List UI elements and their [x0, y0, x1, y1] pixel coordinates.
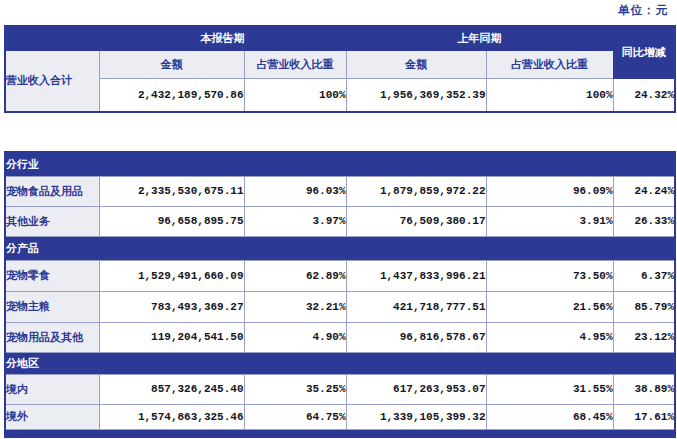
current-pct-cell: 32.21%: [244, 291, 346, 322]
table-row: 其他业务 96,658,895.75 3.97% 76,509,380.17 3…: [5, 206, 675, 236]
current-amount-cell: 857,326,245.40: [99, 374, 244, 404]
section-header-row: 分地区: [5, 352, 675, 374]
prior-amount-cell: 96,816,578.67: [346, 322, 486, 352]
current-amount-cell: 783,493,369.27: [99, 291, 244, 322]
current-pct-cell: 4.90%: [244, 322, 346, 352]
prior-amount-cell: 1,437,833,996.21: [346, 260, 486, 291]
current-pct-cell: 100%: [244, 78, 346, 112]
current-amount-cell: 2,335,530,675.11: [99, 176, 244, 206]
prior-amount-cell: 1,956,369,352.39: [346, 78, 486, 112]
table-row: 营业收入合计 金额 占营业收入比重 金额 占营业收入比重: [5, 50, 675, 78]
amount-subheader: 金额: [99, 50, 244, 78]
prior-amount-cell: 76,509,380.17: [346, 206, 486, 236]
prior-pct-cell: 96.09%: [486, 176, 613, 206]
table-row: 宠物用品及其他 119,204,541.50 4.90% 96,816,578.…: [5, 322, 675, 352]
prior-amount-cell: 617,263,953.07: [346, 374, 486, 404]
prior-amount-cell: 1,339,105,399.32: [346, 404, 486, 429]
pct-subheader: 占营业收入比重: [486, 50, 613, 78]
prior-pct-cell: 3.91%: [486, 206, 613, 236]
current-amount-cell: 1,574,863,325.46: [99, 404, 244, 429]
row-label: 境外: [5, 404, 99, 429]
table-row: 2,432,189,570.86 100% 1,956,369,352.39 1…: [5, 78, 675, 112]
yoy-cell: 24.24%: [613, 176, 675, 206]
yoy-cell: 85.79%: [613, 291, 675, 322]
current-amount-cell: 2,432,189,570.86: [99, 78, 244, 112]
document-root: { "unit_note": "单位：元", "summary": { "hea…: [0, 0, 677, 439]
prior-amount-cell: 1,879,859,972.22: [346, 176, 486, 206]
current-amount-cell: 96,658,895.75: [99, 206, 244, 236]
table-row: 境外 1,574,863,325.46 64.75% 1,339,105,399…: [5, 404, 675, 429]
row-label: 宠物主粮: [5, 291, 99, 322]
yoy-cell: 26.33%: [613, 206, 675, 236]
cutoff-section-band: [5, 429, 675, 437]
revenue-summary-table: 本报告期 上年同期 同比增减 营业收入合计 金额 占营业收入比重 金额 占营业收…: [4, 25, 676, 113]
prior-pct-cell: 21.56%: [486, 291, 613, 322]
yoy-cell: 23.12%: [613, 322, 675, 352]
prior-pct-cell: 31.55%: [486, 374, 613, 404]
breakdown-table-container: 分行业 宠物食品及用品 2,335,530,675.11 96.03% 1,87…: [4, 151, 676, 438]
row-label: 宠物食品及用品: [5, 176, 99, 206]
row-label: 宠物零食: [5, 260, 99, 291]
yoy-change-header: 同比增减: [613, 26, 675, 78]
section-header-row: 分产品: [5, 236, 675, 260]
summary-table-container: 本报告期 上年同期 同比增减 营业收入合计 金额 占营业收入比重 金额 占营业收…: [4, 25, 676, 113]
table-row: 宠物主粮 783,493,369.27 32.21% 421,718,777.5…: [5, 291, 675, 322]
current-pct-cell: 3.97%: [244, 206, 346, 236]
current-pct-cell: 96.03%: [244, 176, 346, 206]
current-period-header: 本报告期: [99, 26, 346, 50]
current-pct-cell: 64.75%: [244, 404, 346, 429]
row-label: 宠物用品及其他: [5, 322, 99, 352]
table-row: 宠物零食 1,529,491,660.09 62.89% 1,437,833,9…: [5, 260, 675, 291]
prior-pct-cell: 73.50%: [486, 260, 613, 291]
section-title-region: 分地区: [5, 352, 675, 374]
yoy-cell: 6.37%: [613, 260, 675, 291]
total-revenue-label: 营业收入合计: [5, 50, 99, 112]
section-header-row: 分行业: [5, 152, 675, 176]
prior-pct-cell: 4.95%: [486, 322, 613, 352]
revenue-breakdown-table: 分行业 宠物食品及用品 2,335,530,675.11 96.03% 1,87…: [4, 151, 676, 438]
section-header-row-cutoff: [5, 429, 675, 437]
prior-amount-cell: 421,718,777.51: [346, 291, 486, 322]
blank-corner-cell: [5, 26, 99, 50]
current-amount-cell: 119,204,541.50: [99, 322, 244, 352]
prior-pct-cell: 68.45%: [486, 404, 613, 429]
yoy-cell: 17.61%: [613, 404, 675, 429]
prior-period-header: 上年同期: [346, 26, 613, 50]
current-pct-cell: 62.89%: [244, 260, 346, 291]
table-row: 本报告期 上年同期 同比增减: [5, 26, 675, 50]
row-label: 其他业务: [5, 206, 99, 236]
amount-subheader: 金额: [346, 50, 486, 78]
section-title-industry: 分行业: [5, 152, 675, 176]
prior-pct-cell: 100%: [486, 78, 613, 112]
table-row: 境内 857,326,245.40 35.25% 617,263,953.07 …: [5, 374, 675, 404]
yoy-cell: 38.89%: [613, 374, 675, 404]
section-title-product: 分产品: [5, 236, 675, 260]
current-amount-cell: 1,529,491,660.09: [99, 260, 244, 291]
unit-note: 单位：元: [618, 3, 668, 18]
pct-subheader: 占营业收入比重: [244, 50, 346, 78]
row-label: 境内: [5, 374, 99, 404]
yoy-cell: 24.32%: [613, 78, 675, 112]
table-row: 宠物食品及用品 2,335,530,675.11 96.03% 1,879,85…: [5, 176, 675, 206]
current-pct-cell: 35.25%: [244, 374, 346, 404]
